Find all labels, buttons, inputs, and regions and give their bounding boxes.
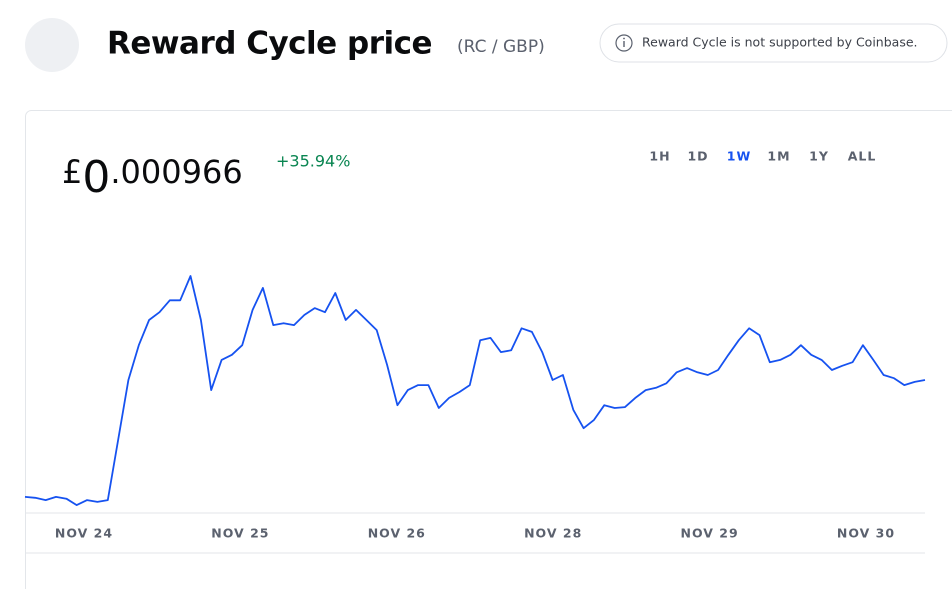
price-whole: 0 — [82, 152, 110, 203]
notice-text: Reward Cycle is not supported by Coinbas… — [642, 35, 918, 50]
x-tick-label: NOV 26 — [368, 526, 426, 541]
price-change: +35.94% — [276, 152, 350, 171]
timeframe-button[interactable]: 1D — [687, 149, 708, 164]
x-tick-label: NOV 30 — [837, 526, 895, 541]
timeframe-button[interactable]: 1W — [727, 149, 752, 164]
x-tick-label: NOV 25 — [211, 526, 269, 541]
asset-icon — [25, 18, 79, 72]
pair: (RC / GBP) — [457, 37, 545, 57]
page-title: Reward Cycle price — [107, 26, 432, 62]
price-currency: £ — [62, 153, 82, 191]
timeframe-button[interactable]: 1H — [649, 149, 670, 164]
x-tick-label: NOV 24 — [55, 526, 113, 541]
timeframe-button[interactable]: 1M — [767, 149, 790, 164]
timeframe-button[interactable]: ALL — [848, 149, 877, 164]
timeframe-button[interactable]: 1Y — [809, 149, 829, 164]
x-tick-label: NOV 29 — [681, 526, 739, 541]
info-icon — [623, 38, 625, 40]
price-fraction: .000966 — [110, 153, 242, 191]
x-tick-label: NOV 28 — [524, 526, 582, 541]
